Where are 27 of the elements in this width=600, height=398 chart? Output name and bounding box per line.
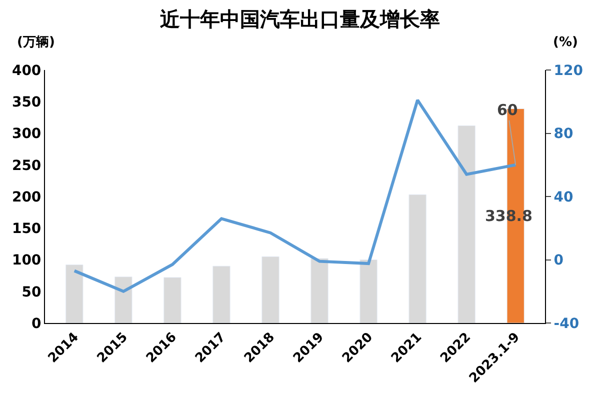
bar — [310, 258, 328, 323]
bar — [360, 260, 378, 323]
y-tick-label: 250 — [12, 158, 42, 174]
y-tick-label: 0 — [31, 316, 42, 332]
bar — [408, 194, 426, 323]
y2-tick-label: 40 — [554, 189, 574, 206]
y2-tick-label: -40 — [554, 316, 580, 332]
y-tick-label: 100 — [12, 252, 42, 269]
y-tick-label: 50 — [22, 284, 42, 300]
bar — [212, 266, 230, 323]
bar — [66, 264, 84, 323]
y-tick-label: 300 — [12, 126, 42, 142]
y-tick-label: 150 — [12, 221, 42, 238]
bar — [458, 125, 476, 323]
y-tick-label: 200 — [12, 189, 42, 206]
y2-tick-label: 80 — [554, 126, 574, 142]
y2-tick-label: 120 — [554, 62, 584, 79]
y-tick-label: 350 — [12, 94, 42, 111]
bar — [164, 277, 182, 323]
data-label: 60 — [497, 101, 518, 119]
bar — [262, 256, 280, 323]
y-tick-label: 400 — [12, 62, 42, 79]
chart-title: 近十年中国汽车出口量及增长率 — [159, 6, 440, 31]
y-axis-title: (万辆) — [17, 35, 55, 50]
y2-axis-title: (%) — [553, 35, 578, 50]
bar — [114, 276, 132, 323]
y2-tick-label: 0 — [554, 252, 564, 269]
